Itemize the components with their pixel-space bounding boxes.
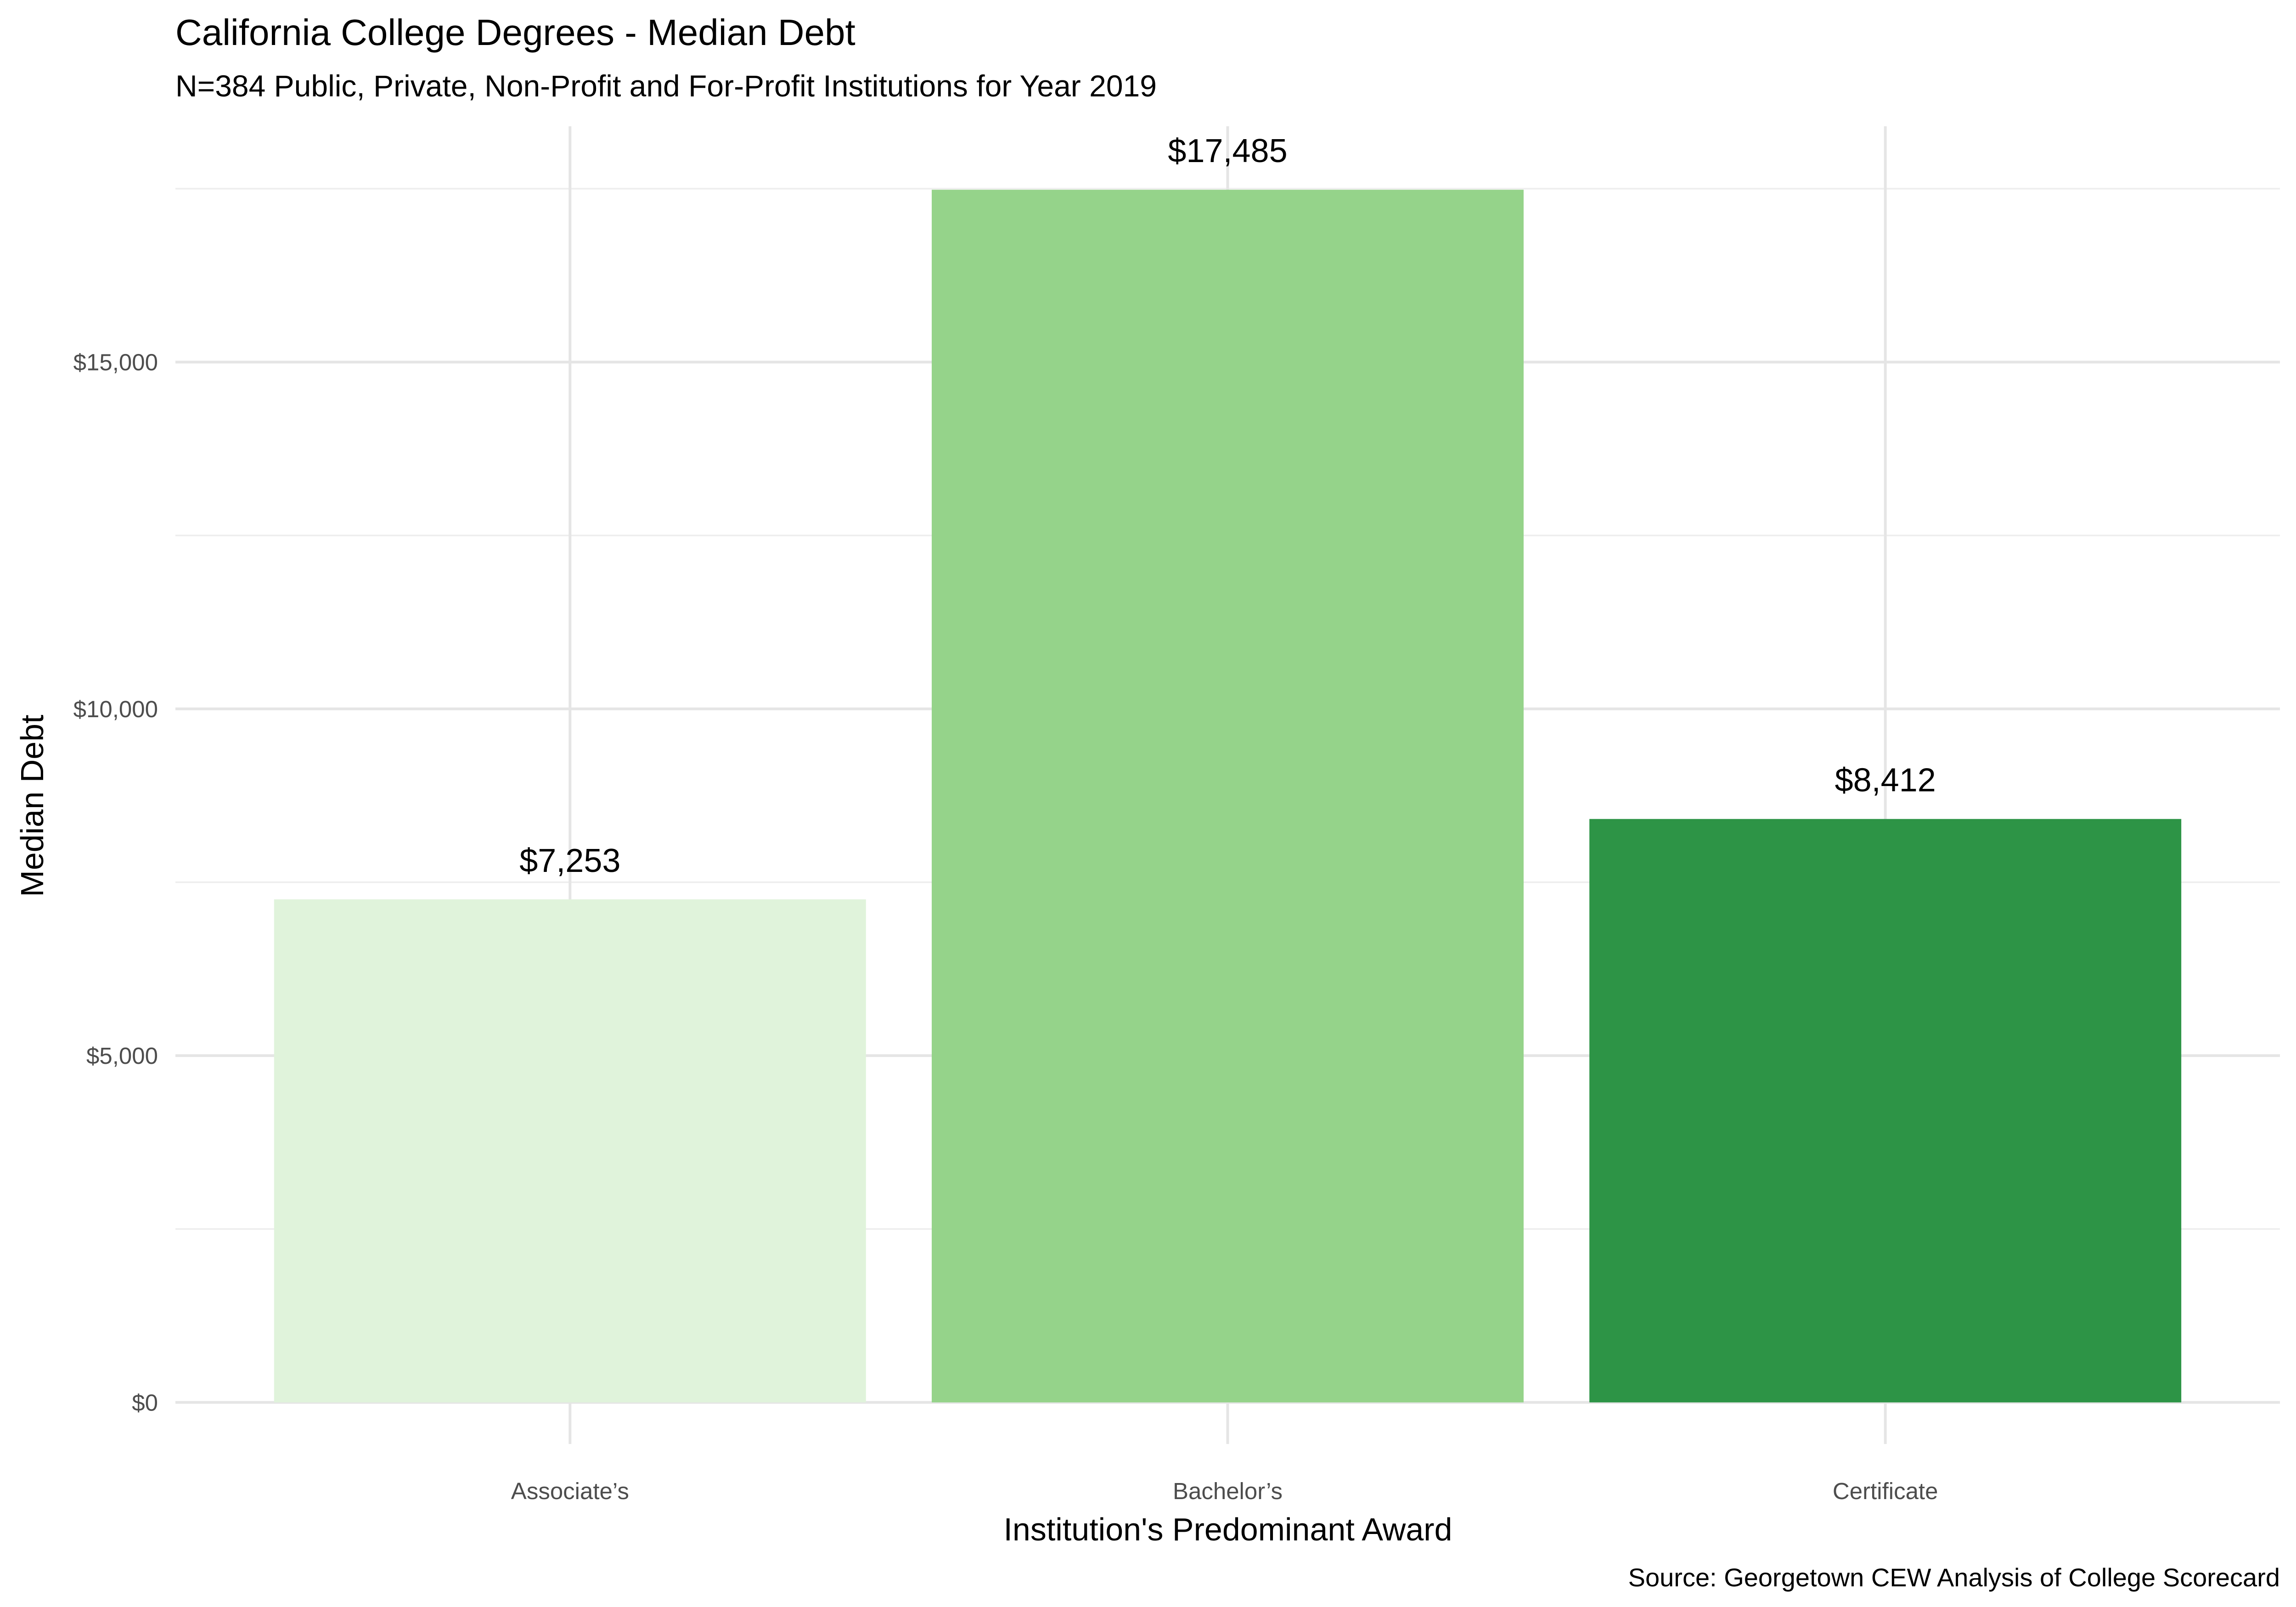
y-tick-label: $0 xyxy=(132,1389,158,1416)
axis-tick-labels: $0 $5,000 $10,000 $15,000 Associate’s Bachelo… xyxy=(73,349,1938,1504)
bar-3 xyxy=(1589,819,2182,1403)
x-tick-label: Associate’s xyxy=(511,1478,629,1504)
y-axis-title: Median Debt xyxy=(14,715,50,897)
bar-1 xyxy=(274,899,866,1403)
chart-subtitle: N=384 Public, Private, Non-Profit and Fo… xyxy=(175,69,1157,103)
bar-value-label: $7,253 xyxy=(519,843,620,879)
chart-caption: Source: Georgetown CEW Analysis of Colle… xyxy=(1628,1563,2280,1592)
chart-title: California College Degrees - Median Debt xyxy=(175,12,855,53)
bar-2 xyxy=(932,190,1524,1403)
y-tick-label: $10,000 xyxy=(73,696,158,722)
x-tick-label: Bachelor’s xyxy=(1173,1478,1283,1504)
y-tick-label: $15,000 xyxy=(73,349,158,376)
x-axis-title: Institution's Predominant Award xyxy=(1003,1511,1452,1547)
bars xyxy=(274,190,2182,1403)
bar-value-label: $17,485 xyxy=(1168,133,1287,169)
y-tick-label: $5,000 xyxy=(86,1043,158,1069)
bar-value-labels: $7,253 $17,485 $8,412 xyxy=(519,133,1936,879)
bar-value-label: $8,412 xyxy=(1835,762,1936,799)
x-tick-label: Certificate xyxy=(1833,1478,1938,1504)
